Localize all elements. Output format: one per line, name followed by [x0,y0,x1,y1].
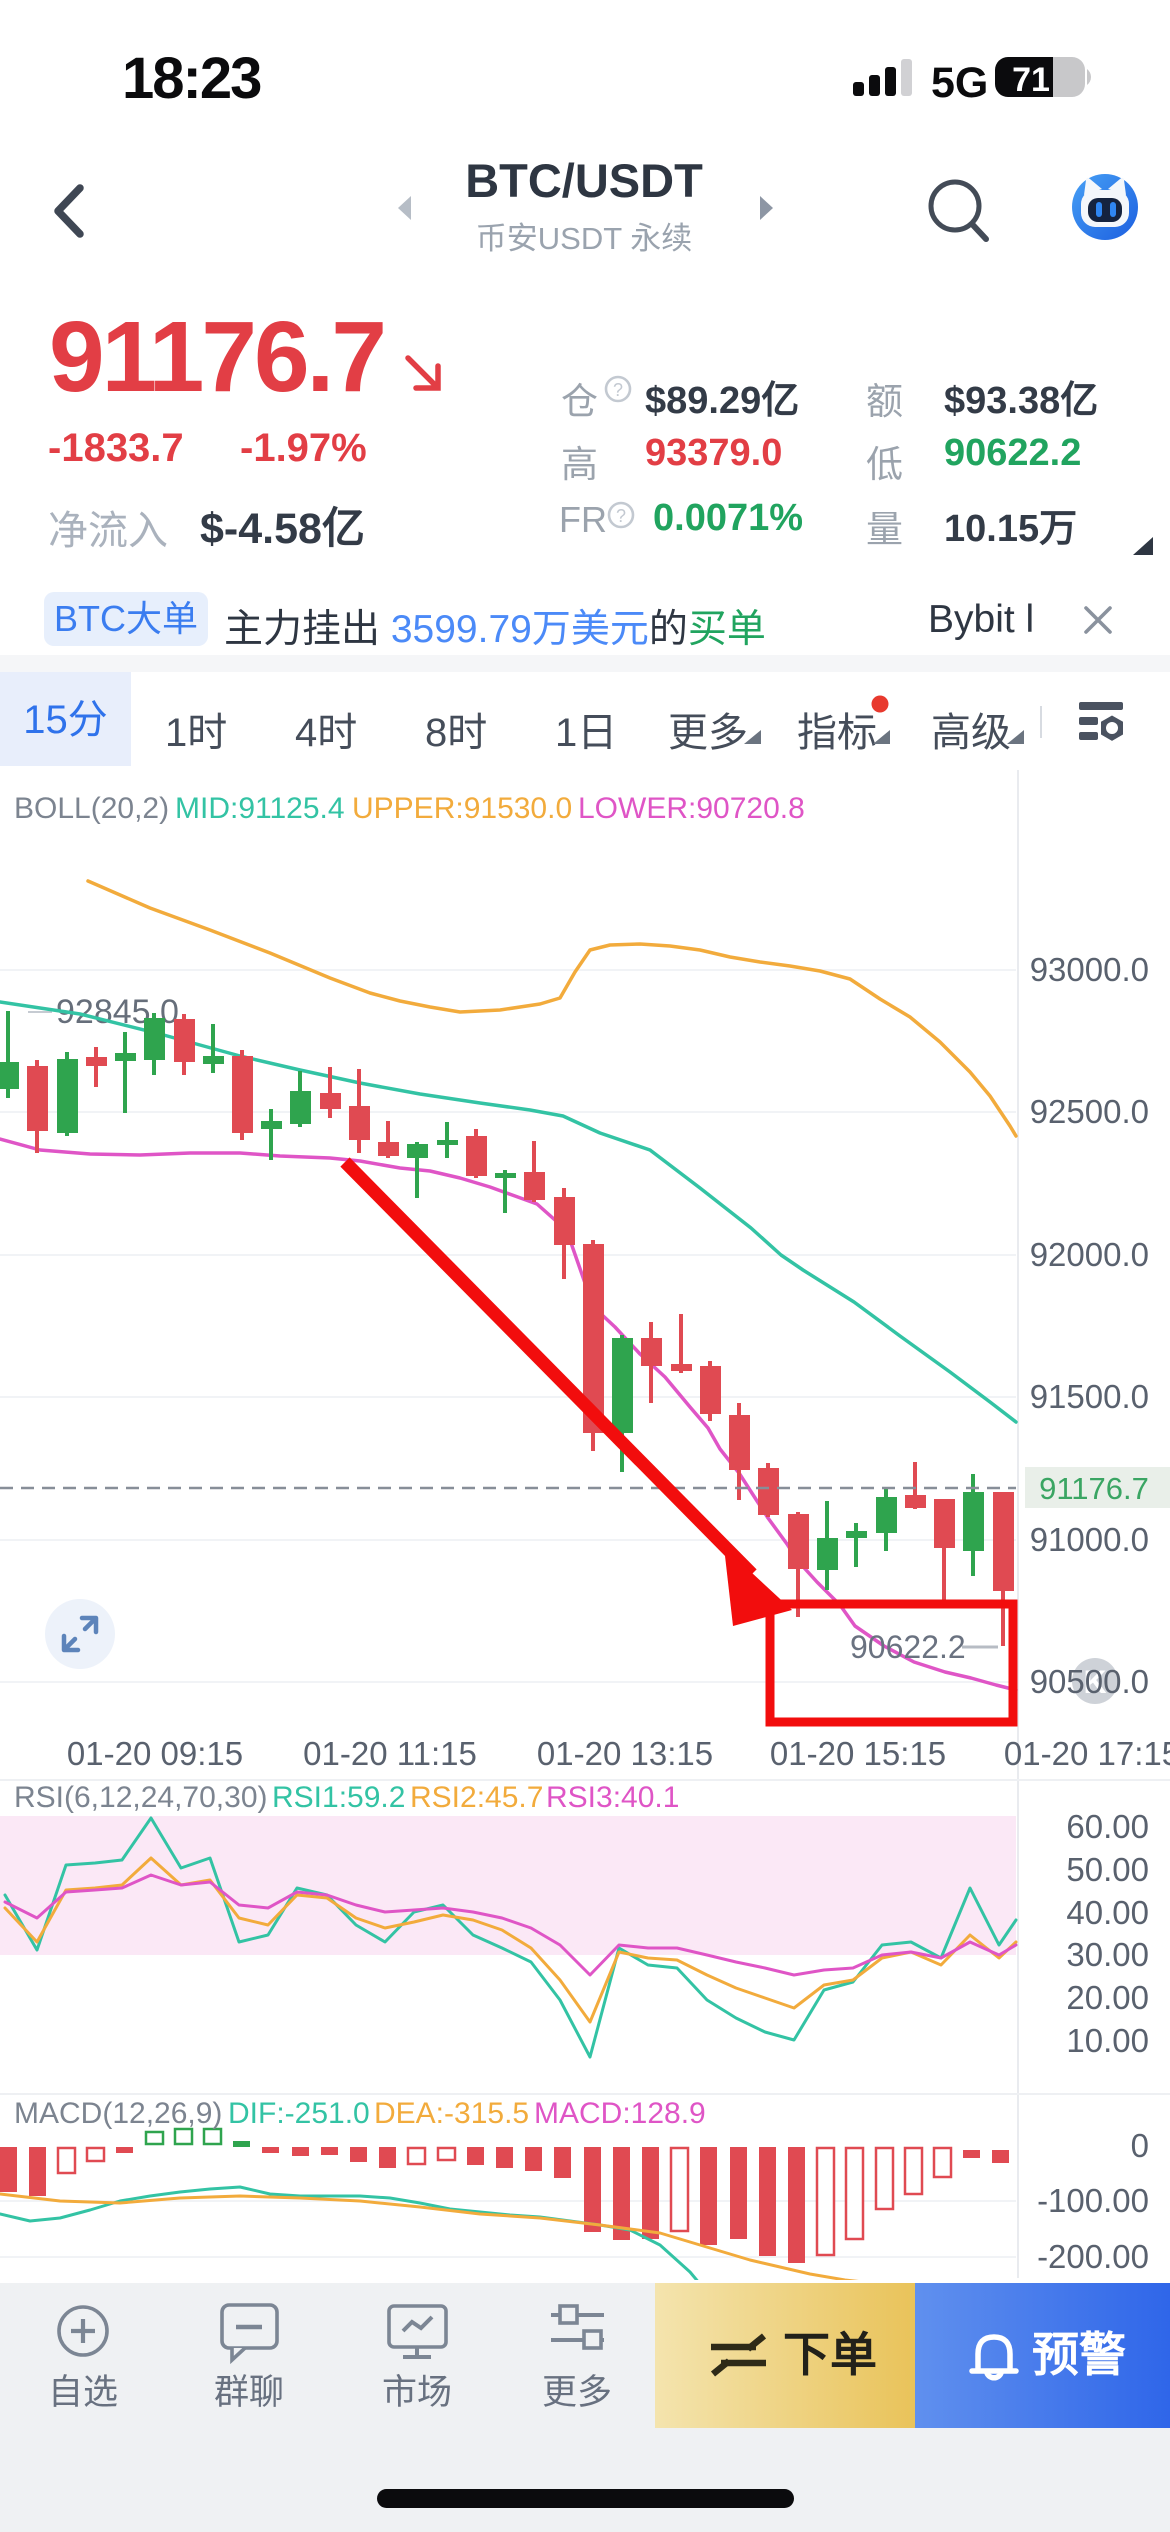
svg-text:40.00: 40.00 [1066,1894,1149,1931]
svg-text:自选: 自选 [48,2373,118,2412]
svg-text:UPPER:91530.0: UPPER:91530.0 [352,792,572,825]
svg-text:预警: 预警 [1032,2328,1126,2381]
svg-text:MID:91125.4: MID:91125.4 [175,792,345,825]
svg-text:RSI(6,12,24,70,30): RSI(6,12,24,70,30) [14,1781,268,1814]
svg-text:MACD:128.9: MACD:128.9 [534,2097,706,2130]
svg-text:更多: 更多 [542,2373,612,2412]
svg-text:BTC/USDT: BTC/USDT [465,154,703,207]
svg-text:92500.0: 92500.0 [1030,1093,1149,1130]
svg-text:93000.0: 93000.0 [1030,951,1149,988]
svg-text:币安USDT 永续: 币安USDT 永续 [476,221,692,256]
svg-text:下单: 下单 [783,2328,877,2381]
svg-text:DEA:-315.5: DEA:-315.5 [374,2097,529,2130]
svg-text:MACD(12,26,9): MACD(12,26,9) [14,2097,222,2130]
svg-text:-200.00: -200.00 [1037,2238,1149,2275]
svg-text:01-20 13:15: 01-20 13:15 [537,1735,713,1772]
svg-text:5G: 5G [931,59,988,106]
svg-text:91500.0: 91500.0 [1030,1378,1149,1415]
svg-text:01-20 17:15: 01-20 17:15 [1004,1735,1170,1772]
svg-text:30.00: 30.00 [1066,1936,1149,1973]
svg-text:20.00: 20.00 [1066,1979,1149,2016]
svg-text:92000.0: 92000.0 [1030,1236,1149,1273]
svg-text:RSI1:59.2: RSI1:59.2 [272,1781,405,1814]
svg-text:91176.7: 91176.7 [1039,1471,1149,1506]
svg-text:71: 71 [1012,61,1050,99]
svg-text:50.00: 50.00 [1066,1851,1149,1888]
svg-text:0: 0 [1131,2127,1149,2164]
svg-text:?: ? [613,380,623,400]
svg-text:10.00: 10.00 [1066,2022,1149,2059]
svg-text:90500.0: 90500.0 [1030,1663,1149,1700]
svg-text:01-20 11:15: 01-20 11:15 [303,1735,477,1772]
svg-text:90622.2: 90622.2 [850,1629,966,1665]
svg-text:?: ? [616,506,626,526]
svg-text:K: K [1083,1664,1106,1700]
svg-text:LOWER:90720.8: LOWER:90720.8 [578,792,805,825]
svg-text:RSI2:45.7: RSI2:45.7 [410,1781,543,1814]
svg-text:01-20 15:15: 01-20 15:15 [770,1735,946,1772]
svg-text:RSI3:40.1: RSI3:40.1 [546,1781,679,1814]
svg-text:01-20 09:15: 01-20 09:15 [67,1735,243,1772]
svg-text:DIF:-251.0: DIF:-251.0 [228,2097,370,2130]
svg-text:60.00: 60.00 [1066,1808,1149,1845]
svg-text:-100.00: -100.00 [1037,2182,1149,2219]
svg-text:群聊: 群聊 [214,2373,284,2412]
svg-text:市场: 市场 [382,2373,452,2412]
svg-text:91000.0: 91000.0 [1030,1521,1149,1558]
svg-text:BOLL(20,2): BOLL(20,2) [14,792,169,825]
